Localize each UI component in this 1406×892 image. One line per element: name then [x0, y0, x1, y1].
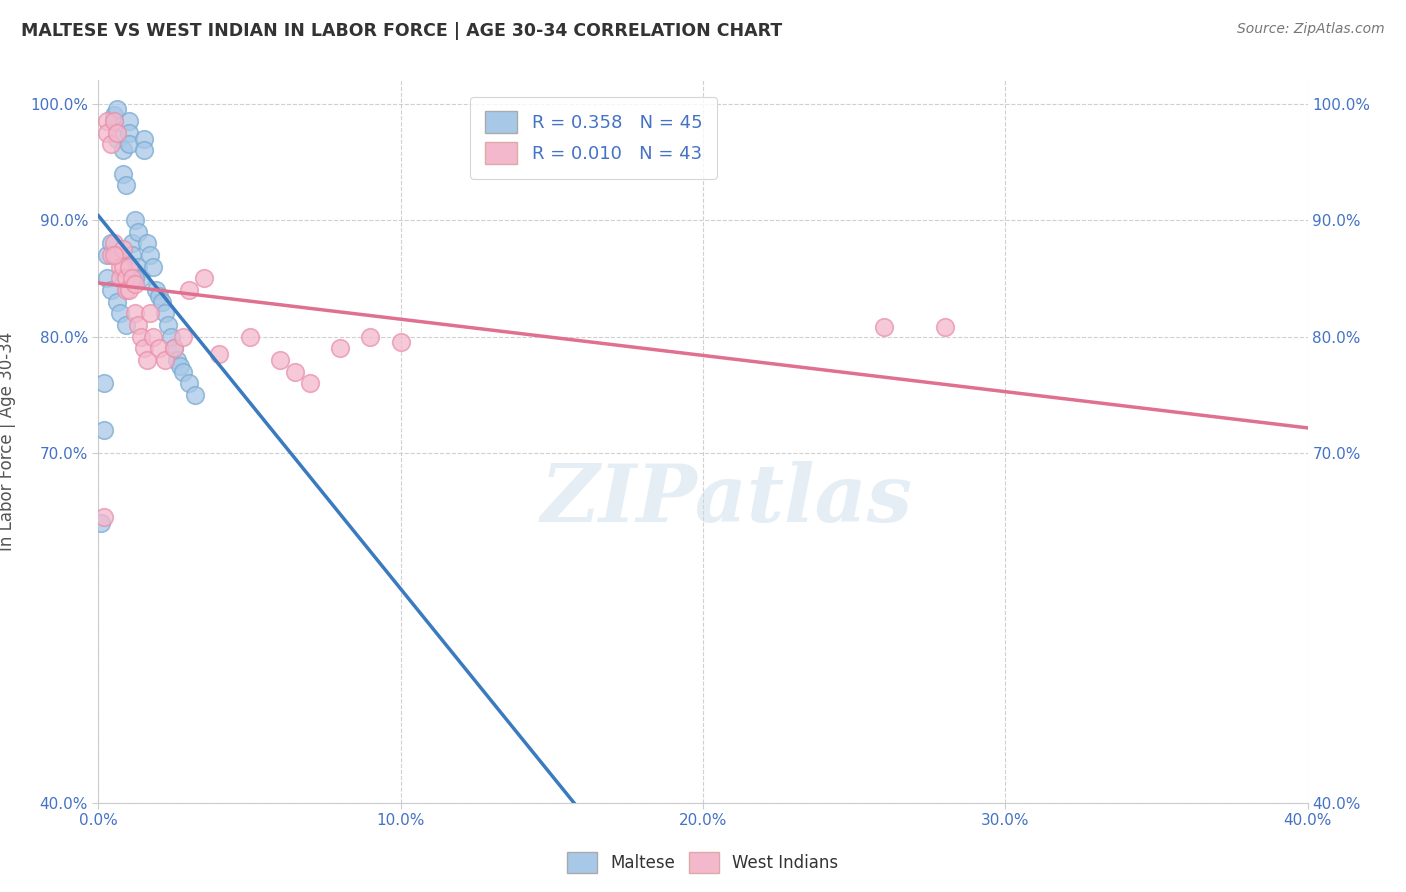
Point [153, 353, 176, 368]
Point [329, 341, 352, 355]
Point [179, 283, 201, 297]
Point [172, 365, 194, 379]
Point [145, 283, 167, 297]
Point [121, 248, 143, 262]
Point [93, 376, 115, 391]
Point [118, 260, 141, 274]
Point [121, 271, 143, 285]
Y-axis label: In Labor Force | Age 30-34: In Labor Force | Age 30-34 [0, 332, 15, 551]
Point [118, 137, 141, 152]
Point [105, 294, 128, 309]
Point [100, 248, 122, 262]
Point [124, 213, 146, 227]
Point [139, 306, 162, 320]
Point [184, 388, 207, 402]
Point [100, 137, 122, 152]
Point [139, 248, 162, 262]
Point [150, 294, 173, 309]
Point [156, 318, 179, 332]
Point [172, 329, 194, 343]
Point [105, 248, 128, 262]
Point [103, 114, 125, 128]
Point [96, 126, 118, 140]
Point [114, 271, 136, 285]
Point [111, 143, 134, 157]
Point [135, 353, 157, 368]
Point [148, 289, 170, 303]
Point [132, 131, 155, 145]
Legend: R = 0.358   N = 45, R = 0.010   N = 43: R = 0.358 N = 45, R = 0.010 N = 43 [470, 96, 717, 178]
Point [132, 341, 155, 355]
Point [193, 271, 215, 285]
Point [179, 376, 201, 391]
Point [127, 318, 149, 332]
Point [103, 248, 125, 262]
Point [163, 341, 186, 355]
Point [299, 376, 322, 391]
Point [103, 236, 125, 251]
Point [111, 167, 134, 181]
Point [114, 283, 136, 297]
Point [142, 329, 165, 343]
Point [105, 126, 128, 140]
Point [153, 306, 176, 320]
Text: Source: ZipAtlas.com: Source: ZipAtlas.com [1237, 22, 1385, 37]
Point [934, 320, 956, 334]
Point [111, 242, 134, 256]
Point [129, 271, 152, 285]
Point [160, 329, 183, 343]
Legend: Maltese, West Indians: Maltese, West Indians [561, 846, 845, 880]
Point [163, 341, 186, 355]
Point [284, 365, 307, 379]
Point [129, 329, 152, 343]
Point [100, 283, 122, 297]
Point [108, 248, 131, 262]
Point [96, 248, 118, 262]
Point [90, 516, 112, 530]
Point [269, 353, 291, 368]
Point [124, 277, 146, 292]
Point [96, 114, 118, 128]
Point [105, 131, 128, 145]
Text: ZIPatlas: ZIPatlas [541, 460, 914, 538]
Point [148, 341, 170, 355]
Point [111, 260, 134, 274]
Point [208, 347, 231, 361]
Point [118, 114, 141, 128]
Point [108, 271, 131, 285]
Point [114, 318, 136, 332]
Point [169, 359, 191, 373]
Point [105, 103, 128, 117]
Point [873, 320, 896, 334]
Point [124, 271, 146, 285]
Point [118, 126, 141, 140]
Point [108, 306, 131, 320]
Point [166, 353, 188, 368]
Point [127, 225, 149, 239]
Point [103, 114, 125, 128]
Point [100, 236, 122, 251]
Text: MALTESE VS WEST INDIAN IN LABOR FORCE | AGE 30-34 CORRELATION CHART: MALTESE VS WEST INDIAN IN LABOR FORCE | … [21, 22, 782, 40]
Point [121, 236, 143, 251]
Point [127, 260, 149, 274]
Point [96, 271, 118, 285]
Point [114, 178, 136, 193]
Point [118, 283, 141, 297]
Point [135, 236, 157, 251]
Point [389, 335, 412, 350]
Point [142, 260, 165, 274]
Point [93, 510, 115, 524]
Point [132, 143, 155, 157]
Point [360, 329, 382, 343]
Point [124, 306, 146, 320]
Point [103, 108, 125, 122]
Point [108, 260, 131, 274]
Point [239, 329, 262, 343]
Point [93, 423, 115, 437]
